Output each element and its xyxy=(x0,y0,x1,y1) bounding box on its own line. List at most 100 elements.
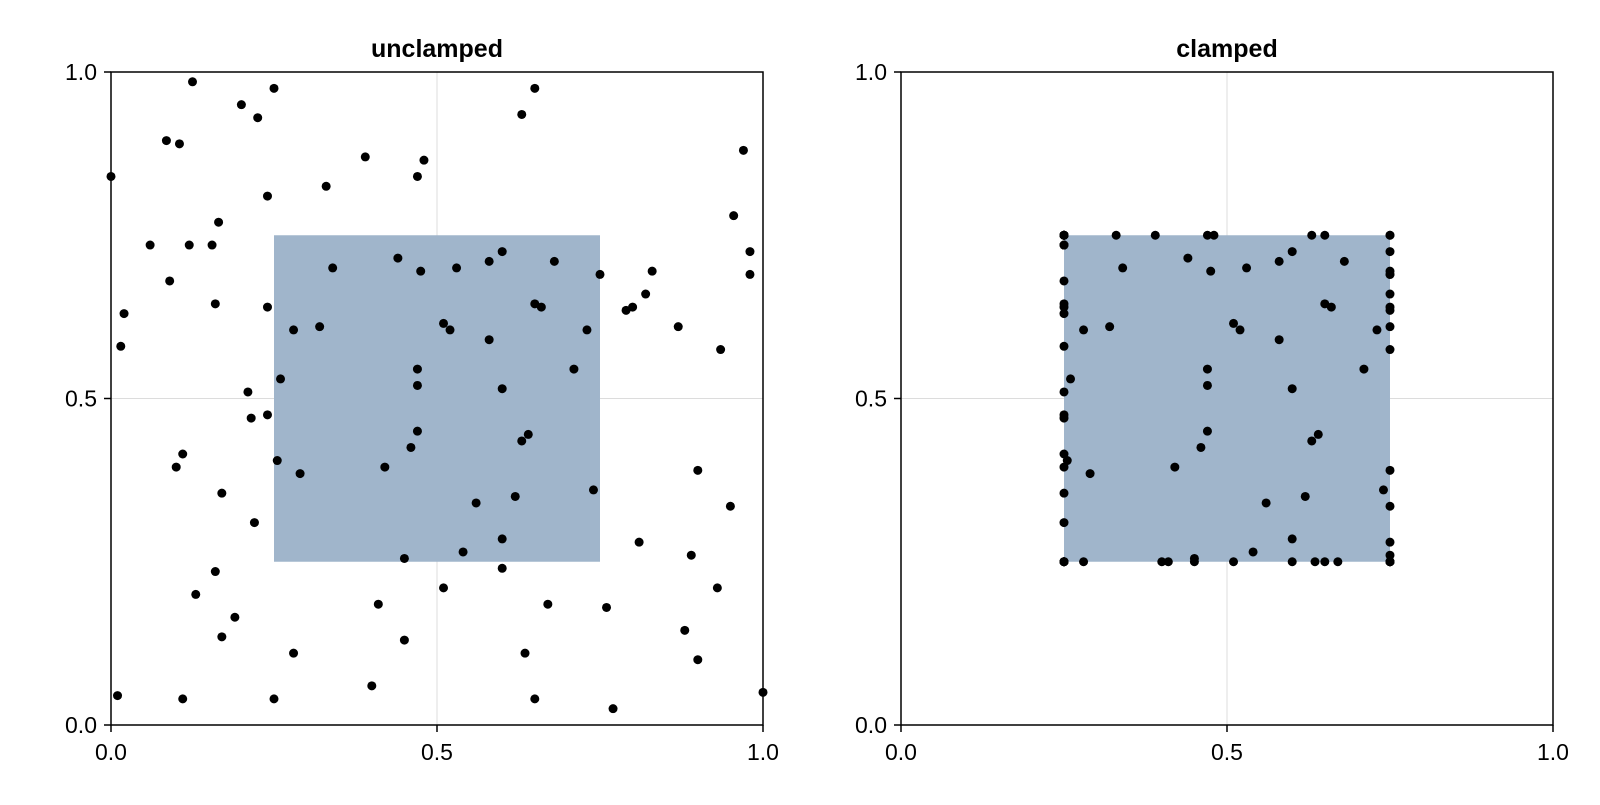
data-point xyxy=(1059,240,1069,250)
data-point xyxy=(582,325,592,335)
data-point xyxy=(399,553,409,563)
data-point xyxy=(360,152,370,162)
data-point xyxy=(530,83,540,93)
data-point xyxy=(1059,449,1069,459)
data-point xyxy=(517,436,527,446)
data-point xyxy=(445,325,455,335)
data-point xyxy=(1274,256,1284,266)
data-point xyxy=(628,302,638,312)
data-point xyxy=(1287,384,1297,394)
x-tick-label: 1.0 xyxy=(747,739,779,765)
data-point xyxy=(419,155,429,165)
data-point xyxy=(1202,380,1212,390)
data-point xyxy=(184,240,194,250)
data-point xyxy=(210,567,220,577)
data-point xyxy=(116,341,126,351)
data-point xyxy=(1385,247,1395,257)
data-point xyxy=(458,547,468,557)
data-point xyxy=(188,77,197,87)
data-point xyxy=(1202,426,1212,436)
data-point xyxy=(1313,429,1323,439)
data-point xyxy=(217,632,227,642)
chart-title: unclamped xyxy=(371,35,503,63)
data-point xyxy=(1274,335,1284,345)
data-point xyxy=(595,269,605,279)
data-point xyxy=(171,462,181,472)
data-point xyxy=(452,263,462,273)
data-point xyxy=(1385,345,1395,355)
data-point xyxy=(406,442,416,452)
data-point xyxy=(1209,230,1219,240)
data-point xyxy=(1202,364,1212,374)
data-point xyxy=(1059,309,1069,319)
data-point xyxy=(269,83,279,93)
data-point xyxy=(380,462,390,472)
data-point xyxy=(745,247,755,257)
data-point xyxy=(1385,322,1395,332)
data-point xyxy=(1059,341,1069,351)
data-point xyxy=(1339,256,1349,266)
data-point xyxy=(1079,325,1089,335)
data-point xyxy=(1372,325,1382,335)
data-point xyxy=(712,583,722,593)
data-point xyxy=(399,635,409,645)
data-point xyxy=(602,602,612,612)
data-point xyxy=(1385,501,1395,511)
data-point xyxy=(1229,557,1239,567)
data-point xyxy=(412,426,422,436)
data-point xyxy=(1300,491,1310,501)
data-point xyxy=(1310,557,1320,567)
data-point xyxy=(178,694,188,704)
data-point xyxy=(497,534,507,544)
data-point xyxy=(145,240,155,250)
y-tick-label: 0.5 xyxy=(65,386,97,412)
data-point xyxy=(1196,442,1206,452)
data-point xyxy=(217,488,227,498)
x-tick-label: 0.0 xyxy=(95,739,127,765)
data-point xyxy=(1118,263,1128,273)
data-point xyxy=(1378,485,1388,495)
data-point xyxy=(745,269,755,279)
data-point xyxy=(680,625,690,635)
x-tick-label: 0.5 xyxy=(421,739,453,765)
data-point xyxy=(1059,518,1069,528)
data-point xyxy=(1307,436,1317,446)
data-point xyxy=(1385,465,1395,475)
x-tick-label: 0.0 xyxy=(885,739,917,765)
data-point xyxy=(497,247,507,257)
data-point xyxy=(289,325,299,335)
data-point xyxy=(1385,557,1395,567)
data-point xyxy=(174,139,184,149)
data-point xyxy=(1150,230,1160,240)
data-point xyxy=(214,217,224,227)
data-point xyxy=(1287,247,1297,257)
data-point xyxy=(439,318,449,328)
data-point xyxy=(530,694,540,704)
y-tick-label: 1.0 xyxy=(855,59,887,85)
data-point xyxy=(1059,462,1069,472)
data-point xyxy=(549,256,559,266)
data-point xyxy=(1385,537,1395,547)
data-point xyxy=(1385,230,1395,240)
data-point xyxy=(1287,534,1297,544)
data-point xyxy=(416,266,426,276)
data-point xyxy=(725,501,735,511)
y-tick-label: 0.5 xyxy=(855,386,887,412)
data-point xyxy=(1183,253,1193,263)
y-tick-label: 0.0 xyxy=(855,712,887,738)
data-point xyxy=(693,655,703,665)
data-point xyxy=(686,550,696,560)
data-point xyxy=(484,335,494,345)
data-point xyxy=(1059,387,1069,397)
data-point xyxy=(373,599,383,609)
data-point xyxy=(1105,322,1115,332)
data-point xyxy=(497,384,507,394)
data-point xyxy=(716,345,726,355)
data-point xyxy=(1320,230,1330,240)
data-point xyxy=(1287,557,1297,567)
data-point xyxy=(1066,374,1076,384)
data-point xyxy=(236,100,246,110)
data-point xyxy=(673,322,683,332)
